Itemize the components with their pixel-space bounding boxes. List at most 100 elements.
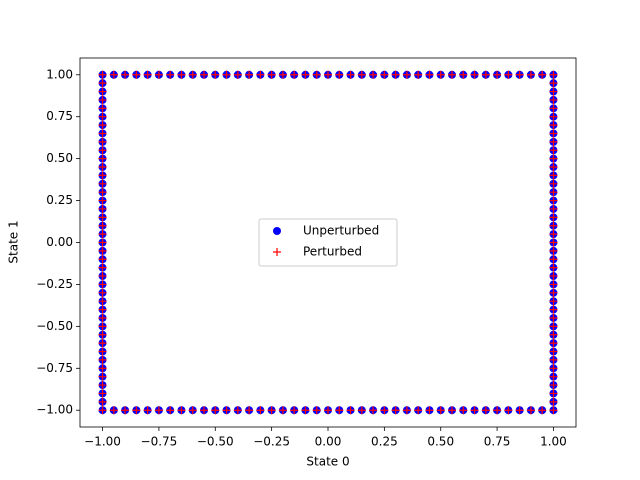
- point: [98, 204, 107, 213]
- point: [549, 154, 558, 163]
- point: [98, 230, 107, 239]
- point: [414, 406, 423, 415]
- point: [549, 238, 558, 247]
- point: [256, 70, 265, 79]
- point: [549, 221, 558, 230]
- point: [98, 381, 107, 390]
- y-axis-label: State 1: [7, 220, 21, 263]
- point: [290, 406, 299, 415]
- legend-marker: [273, 248, 281, 256]
- point: [549, 272, 558, 281]
- point: [526, 406, 535, 415]
- point: [346, 70, 355, 79]
- point: [98, 221, 107, 230]
- point: [549, 112, 558, 121]
- x-tick-label: −0.75: [141, 435, 178, 449]
- x-tick-label: 0.50: [427, 435, 454, 449]
- point: [98, 87, 107, 96]
- point: [549, 87, 558, 96]
- point: [166, 70, 175, 79]
- point: [98, 238, 107, 247]
- y-tick-label: 0.25: [46, 193, 73, 207]
- x-tick-label: −0.25: [253, 435, 290, 449]
- point: [267, 70, 276, 79]
- point: [245, 70, 254, 79]
- point: [121, 406, 130, 415]
- point: [98, 330, 107, 339]
- point: [200, 406, 208, 415]
- point: [549, 204, 558, 213]
- point: [166, 406, 175, 415]
- point: [481, 406, 490, 415]
- plot-frame: [79, 57, 577, 428]
- y-tick-label: 0.75: [46, 109, 73, 123]
- point: [177, 70, 186, 79]
- point: [98, 389, 107, 398]
- point: [369, 70, 378, 79]
- point: [515, 406, 524, 415]
- point: [98, 188, 107, 197]
- point: [549, 146, 558, 155]
- point: [98, 112, 107, 121]
- point: [301, 406, 310, 415]
- point: [98, 95, 107, 104]
- point: [549, 188, 558, 197]
- point: [98, 406, 107, 415]
- point: [98, 272, 107, 281]
- point: [98, 196, 107, 205]
- point: [177, 406, 186, 415]
- point: [132, 406, 141, 415]
- point: [98, 397, 107, 406]
- point: [132, 70, 141, 79]
- point: [549, 313, 558, 322]
- point: [549, 121, 558, 130]
- point: [143, 406, 152, 415]
- point: [357, 406, 366, 415]
- x-tick-label: 0.75: [484, 435, 511, 449]
- point: [549, 255, 558, 264]
- point: [98, 372, 107, 381]
- point: [425, 70, 434, 79]
- point: [98, 171, 107, 180]
- point: [549, 163, 558, 172]
- point: [436, 70, 445, 79]
- point: [504, 70, 513, 79]
- point: [549, 171, 558, 180]
- point: [98, 104, 107, 113]
- legend-marker: [273, 227, 281, 235]
- point: [98, 129, 107, 138]
- point: [312, 70, 321, 79]
- point: [324, 406, 332, 415]
- x-tick-label: −1.00: [84, 435, 121, 449]
- point: [391, 406, 400, 415]
- point: [245, 406, 254, 415]
- point: [98, 339, 107, 348]
- point: [233, 70, 242, 79]
- point: [154, 70, 163, 79]
- point: [143, 70, 152, 79]
- x-tick-label: −0.50: [197, 435, 234, 449]
- point: [324, 70, 332, 79]
- point: [121, 70, 130, 79]
- point: [335, 70, 344, 79]
- point: [200, 70, 208, 79]
- point: [256, 406, 265, 415]
- point: [481, 70, 490, 79]
- point: [549, 280, 558, 289]
- point: [98, 364, 107, 373]
- point: [98, 322, 107, 331]
- point: [549, 196, 558, 205]
- point: [549, 389, 558, 398]
- point: [549, 339, 558, 348]
- point: [188, 70, 197, 79]
- point: [98, 179, 107, 188]
- point: [278, 406, 287, 415]
- point: [549, 246, 558, 255]
- point: [504, 406, 513, 415]
- point: [459, 70, 468, 79]
- x-tick-label: 0.00: [315, 435, 342, 449]
- point: [98, 213, 107, 222]
- point: [98, 313, 107, 322]
- point: [267, 406, 276, 415]
